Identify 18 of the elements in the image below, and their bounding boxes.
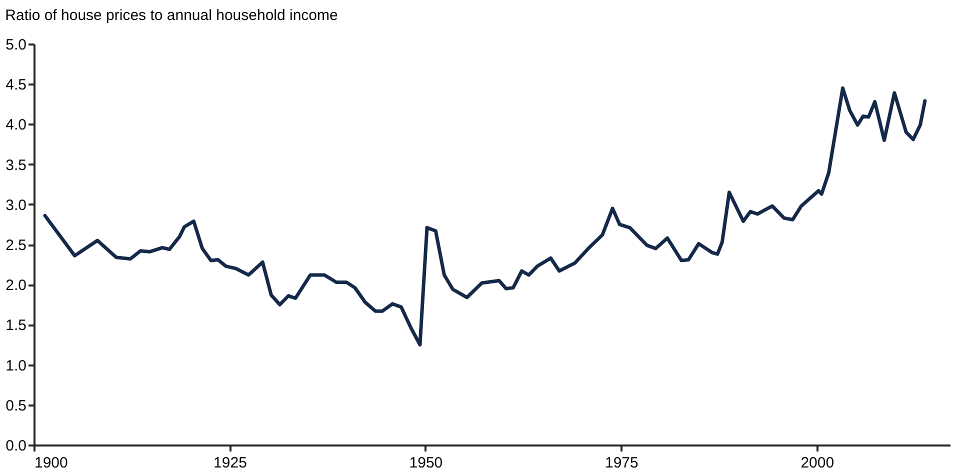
x-tick-label: 1925 (214, 454, 247, 472)
chart-title: Ratio of house prices to annual household income (5, 7, 338, 24)
y-tick-label: 1.5 (6, 317, 26, 334)
line-series (43, 86, 927, 346)
x-tick-label: 2000 (800, 454, 834, 472)
x-tick-label: 1900 (34, 454, 68, 472)
y-tick-label: 2.5 (6, 237, 26, 254)
y-tick-label: 5.0 (6, 36, 26, 54)
x-tick-label: 1950 (409, 454, 443, 472)
y-tick-label: 3.5 (6, 156, 26, 174)
y-tick-label: 0.5 (6, 397, 26, 414)
y-tick-label: 2.0 (6, 277, 26, 294)
y-tick-label: 3.0 (6, 196, 26, 214)
y-tick-label: 4.0 (6, 116, 26, 134)
x-tick-label: 1975 (604, 454, 638, 472)
y-tick-label: 0.0 (6, 438, 26, 454)
y-tick-label: 1.0 (6, 357, 26, 374)
y-tick-label: 4.5 (6, 76, 26, 94)
